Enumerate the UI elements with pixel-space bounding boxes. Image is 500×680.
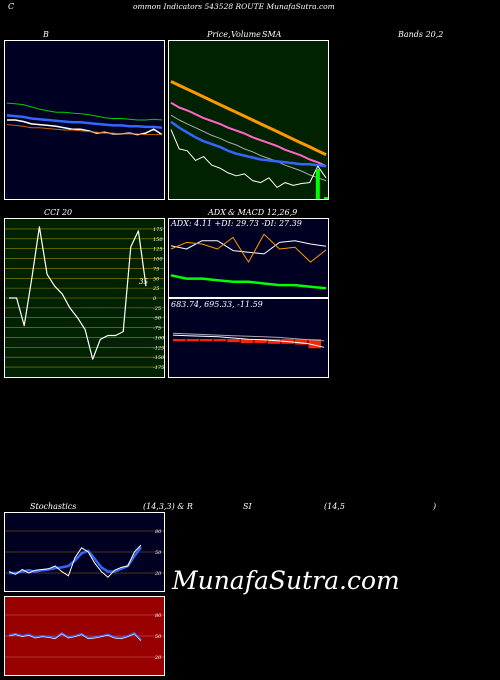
macd-hist-bar-1 <box>186 339 200 342</box>
adx-bg <box>169 219 328 297</box>
price-bg <box>169 41 328 199</box>
macd-hist-bar-4 <box>227 339 240 343</box>
macd-signal <box>172 332 325 342</box>
stochastics-panel: 80 50 20 <box>4 512 165 592</box>
cci-tick-12: -125 <box>153 345 164 351</box>
cci-tick-8: -25 <box>153 306 161 312</box>
header-title: ommon Indicators 543528 ROUTE MunafaSutr… <box>133 2 335 11</box>
cci-tick-6: 25 <box>152 286 159 292</box>
cci-panel: 175 150 125 100 75 50 25 0 -25 -50 -75 -100 -125 -150… <box>4 218 165 378</box>
price-panel <box>168 40 329 200</box>
volume-label: Volume <box>231 30 261 39</box>
adx-label: ADX <box>208 208 226 217</box>
stoch-tick-0: 80 <box>155 529 162 535</box>
rsi-line-overlay <box>8 633 142 642</box>
header-title-prefix: C <box>8 2 15 11</box>
volume-bar-18 <box>315 169 320 199</box>
rsi-close: ) <box>433 502 437 511</box>
price-series-0 <box>170 80 327 157</box>
cci-tick-0: 175 <box>153 227 163 233</box>
macd-hist-bar-7 <box>267 339 281 344</box>
volume-bar-19 <box>324 197 328 199</box>
cci-tick-7: 0 <box>153 296 157 302</box>
adx-panel <box>168 218 329 298</box>
rsi-tick-1: 50 <box>155 634 162 640</box>
rsi-tick-0: 80 <box>155 613 162 619</box>
sma-label: SMA <box>262 30 282 39</box>
stoch-params: (14,3,3) & R <box>143 502 193 511</box>
cci-tick-11: -100 <box>153 335 164 341</box>
cci-tick-2: 125 <box>153 247 163 253</box>
rsi-label: SI <box>243 502 252 511</box>
macd-line <box>172 334 325 348</box>
price-label: Price, <box>207 30 231 39</box>
macd-hist-bar-5 <box>240 339 254 343</box>
cci-tick-10: -75 <box>153 326 161 332</box>
cci-tick-4: 75 <box>153 266 159 272</box>
bollinger-panel <box>4 40 165 200</box>
cci-tick-9: -50 <box>153 316 162 322</box>
rsi-line <box>8 632 142 641</box>
cci-tick-1: 150 <box>153 237 163 243</box>
rsi-tick-2: 20 <box>154 655 162 661</box>
macd-label: & MACD 12,26,9 <box>228 208 298 217</box>
price-series-2 <box>170 101 327 168</box>
adx-values: ADX: 4.11 +DI: 29.73 -DI: 27.39 <box>171 219 302 228</box>
bollinger-series-1 <box>6 114 163 129</box>
bollinger-label: B <box>43 30 49 39</box>
cci-tick-14: -175 <box>153 365 164 371</box>
stoch-k-line <box>8 544 142 578</box>
rsi-panel: 80 50 20 <box>4 596 165 676</box>
stoch-tick-2: 20 <box>154 571 162 577</box>
adx-minus-di <box>170 233 327 263</box>
price-series-1 <box>170 114 327 182</box>
cci-line <box>9 226 147 360</box>
rsi-params: (14,5 <box>324 502 345 511</box>
watermark: MunafaSutra.com <box>172 566 400 595</box>
macd-hist-bar-9 <box>294 339 308 345</box>
price-series-3 <box>170 120 327 168</box>
macd-bg <box>169 299 328 377</box>
stoch-d-line <box>9 546 143 575</box>
cci-tick-13: -150 <box>153 355 164 361</box>
macd-hist-bar-0 <box>173 339 186 342</box>
adx-line <box>170 274 327 290</box>
macd-hist-bar-3 <box>213 339 227 342</box>
macd-hist-bar-2 <box>200 339 213 342</box>
cci-label: CCI 20 <box>44 208 73 217</box>
stoch-label: Stochastics <box>30 502 77 511</box>
macd-panel <box>168 298 329 378</box>
cci-tick-3: 100 <box>153 257 163 263</box>
macd-values: 683.74, 695.33, -11.59 <box>171 300 263 309</box>
macd-hist-bar-10 <box>308 339 321 349</box>
bands-tail-label: Bands 20,2 <box>398 30 444 39</box>
cci-last-label: 35 <box>139 278 148 286</box>
price-series-4 <box>170 129 327 188</box>
cci-tick-5: 50 <box>153 276 160 282</box>
macd-hist-bar-6 <box>254 339 267 343</box>
bollinger-series-0 <box>6 102 163 121</box>
bollinger-series-3 <box>6 124 162 136</box>
stoch-tick-1: 50 <box>155 550 162 556</box>
